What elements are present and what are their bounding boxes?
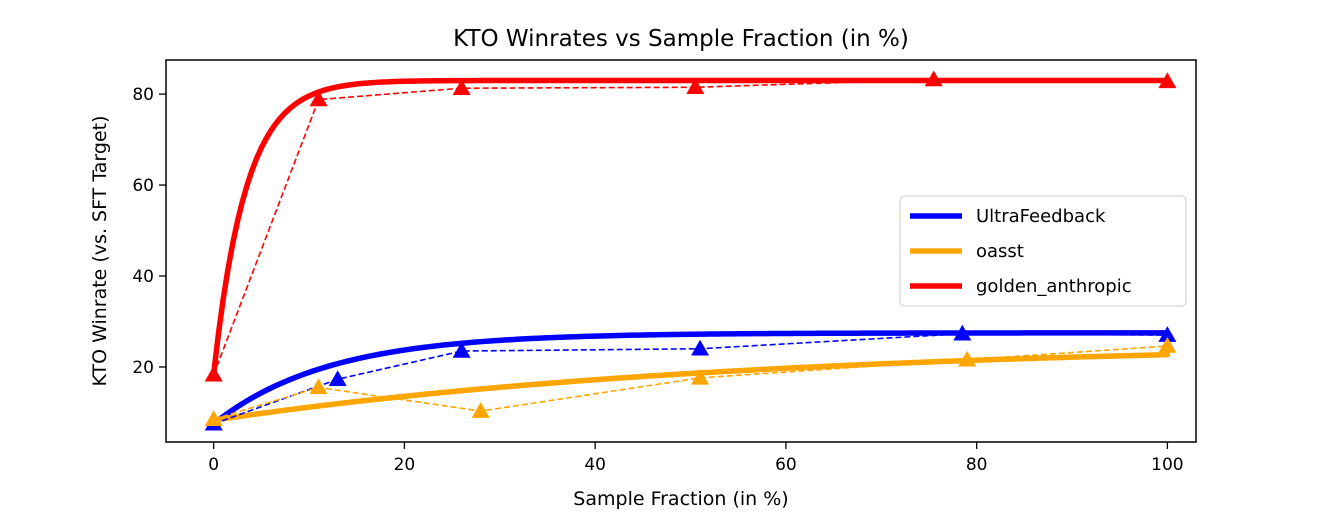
- marker-ultrafeedback: [1158, 326, 1177, 342]
- marker-ultrafeedback: [328, 370, 347, 386]
- marker-oasst: [1158, 337, 1177, 353]
- dashed-line-golden-anthropic: [212, 78, 1168, 375]
- marker-ultrafeedback: [452, 342, 471, 358]
- y-axis: 20 40 60 80: [132, 85, 166, 378]
- plot-area: [204, 70, 1177, 431]
- marker-oasst: [204, 410, 223, 427]
- marker-golden-anthropic: [1158, 72, 1177, 89]
- y-tick-label: 40: [132, 267, 154, 287]
- x-tick-label: 0: [208, 455, 219, 475]
- legend: UltraFeedback oasst golden_anthropic: [899, 195, 1187, 307]
- chart-title: KTO Winrates vs Sample Fraction (in %): [453, 26, 909, 52]
- marker-oasst: [309, 378, 328, 395]
- markers: [204, 70, 1177, 431]
- x-tick-label: 20: [394, 455, 416, 475]
- fit-line-ultrafeedback: [210, 330, 1171, 427]
- legend-label-ultrafeedback: UltraFeedback: [976, 206, 1106, 227]
- marker-ultrafeedback: [953, 324, 972, 341]
- x-axis: 0 20 40 60 80 100: [208, 442, 1184, 475]
- plot-frame: [165, 59, 1197, 443]
- marker-ultrafeedback: [691, 339, 710, 356]
- y-axis-label: KTO Winrate (vs. SFT Target): [89, 115, 111, 386]
- y-tick-label: 60: [132, 176, 154, 196]
- marker-oasst: [471, 402, 490, 418]
- x-axis-label: Sample Fraction (in %): [573, 488, 788, 510]
- x-tick-label: 40: [584, 455, 606, 475]
- marker-golden-anthropic: [924, 70, 943, 87]
- legend-label-oasst: oasst: [976, 241, 1024, 262]
- x-tick-label: 60: [775, 455, 797, 475]
- x-tick-label: 100: [1151, 455, 1183, 475]
- marker-oasst: [958, 350, 977, 367]
- marker-oasst: [691, 368, 710, 385]
- marker-golden-anthropic: [686, 78, 705, 95]
- x-tick-label: 80: [966, 455, 988, 475]
- marker-golden-anthropic: [452, 79, 471, 95]
- dashed-line-oasst: [213, 345, 1168, 421]
- marker-golden-anthropic: [309, 90, 328, 107]
- marker-golden-anthropic: [204, 365, 223, 382]
- fit-line-oasst: [210, 351, 1171, 423]
- legend-label-golden-anthropic: golden_anthropic: [976, 276, 1132, 297]
- legend-box: [899, 195, 1187, 307]
- y-tick-label: 20: [132, 358, 154, 378]
- y-tick-label: 80: [132, 85, 154, 105]
